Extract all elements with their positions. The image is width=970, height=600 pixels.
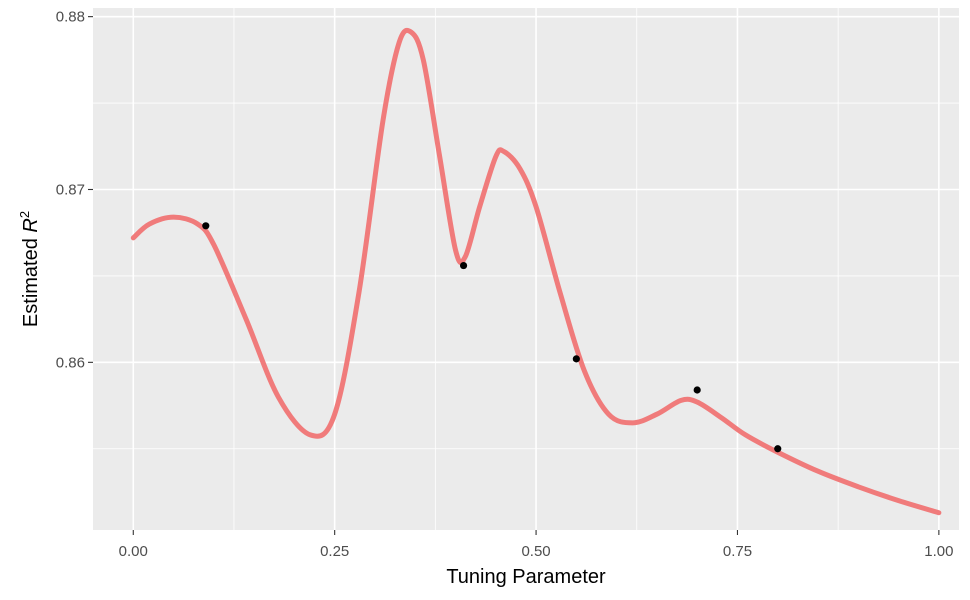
smooth-line-series: [130, 27, 942, 516]
plot-panel: [93, 8, 959, 530]
data-point: [572, 355, 580, 363]
y-axis-title: Estimated R2: [17, 211, 42, 327]
y-axis-title-symbol: R: [20, 218, 42, 232]
x-tick-label: 0.25: [320, 543, 349, 560]
x-axis-title: Tuning Parameter: [446, 566, 606, 588]
data-point: [202, 222, 210, 230]
grid-major: [93, 8, 959, 530]
y-axis-title-superscript: 2: [17, 211, 32, 218]
y-tick-label: 0.87: [56, 181, 85, 198]
x-tick-label: 0.75: [723, 543, 752, 560]
y-tick-label: 0.86: [56, 354, 85, 371]
y-axis: 0.86 0.87 0.88: [56, 9, 93, 371]
y-tick-label: 0.88: [56, 9, 85, 26]
data-point: [693, 386, 701, 394]
grid-minor: [93, 8, 959, 530]
y-axis-title-prefix: Estimated: [20, 233, 42, 327]
x-tick-label: 0.00: [119, 543, 148, 560]
x-tick-label: 0.50: [521, 543, 550, 560]
x-axis: 0.00 0.25 0.50 0.75 1.00: [119, 530, 953, 560]
x-tick-label: 1.00: [924, 543, 953, 560]
data-point: [459, 261, 468, 270]
data-point: [774, 445, 782, 453]
data-points: [202, 222, 782, 453]
